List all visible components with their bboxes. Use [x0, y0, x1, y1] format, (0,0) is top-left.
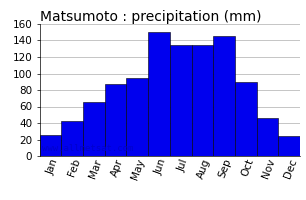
Bar: [235, 82, 256, 156]
Bar: [126, 78, 148, 156]
Bar: [83, 102, 105, 156]
Bar: [170, 45, 192, 156]
Bar: [213, 36, 235, 156]
Text: www.allmetsat.com: www.allmetsat.com: [42, 144, 134, 153]
Bar: [148, 32, 170, 156]
Bar: [40, 135, 62, 156]
Bar: [256, 118, 278, 156]
Bar: [192, 45, 213, 156]
Text: Matsumoto : precipitation (mm): Matsumoto : precipitation (mm): [40, 10, 261, 24]
Bar: [105, 84, 126, 156]
Bar: [62, 121, 83, 156]
Bar: [278, 136, 300, 156]
